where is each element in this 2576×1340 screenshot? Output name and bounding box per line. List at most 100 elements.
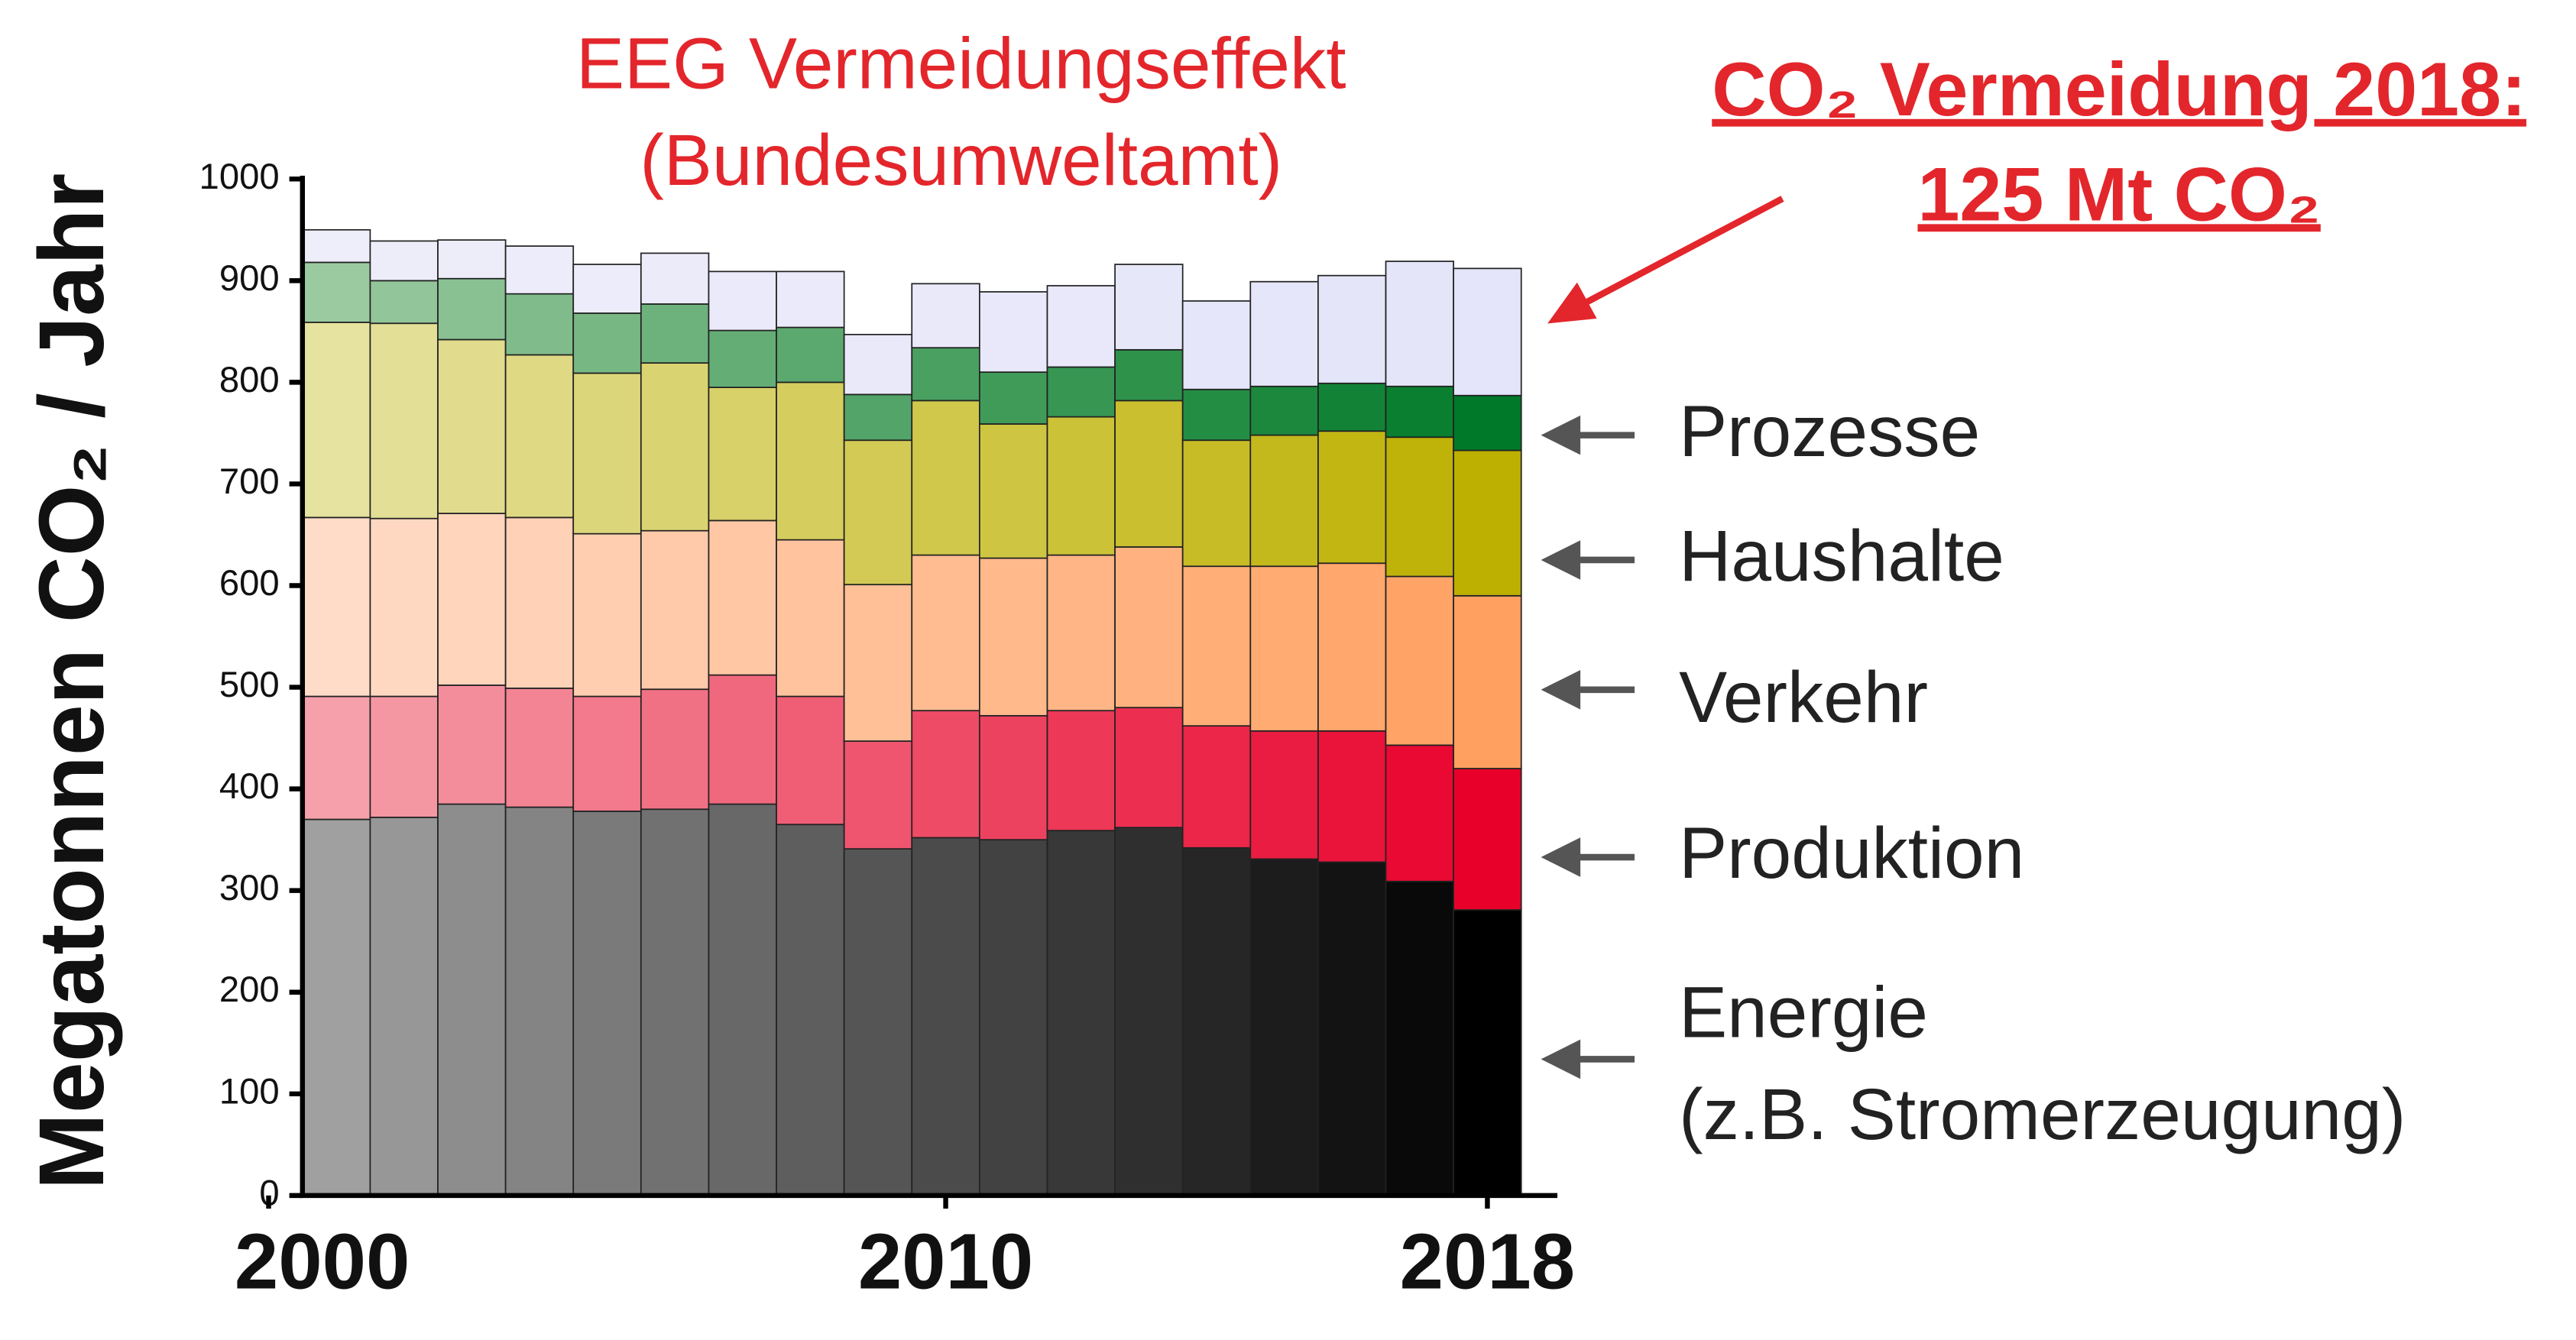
bar-segment [1249, 858, 1319, 1196]
y-tick-label: 900 [219, 258, 280, 299]
bar-segment [1181, 388, 1252, 442]
y-tick-label: 1000 [199, 157, 280, 197]
bar-segment [1453, 594, 1522, 769]
bar-segment [843, 439, 913, 586]
legend-label: Energie [1679, 973, 1928, 1054]
bar-segment [1114, 707, 1184, 829]
bar-segment [1453, 394, 1522, 452]
bar-segment [843, 334, 913, 396]
bar-segment [843, 393, 913, 442]
bar-segment [843, 848, 913, 1196]
bar-segment [708, 329, 777, 388]
bar-segment [979, 291, 1048, 373]
bar-segment [1385, 744, 1454, 882]
bar-segment [708, 270, 777, 332]
bar-segment [911, 283, 980, 349]
bar-segment [640, 252, 710, 305]
bar-segment [369, 817, 439, 1196]
bar-segment [911, 347, 980, 402]
bar-segment [640, 688, 710, 811]
bar-segment [708, 387, 777, 522]
label-arrows [1541, 415, 1635, 1079]
bar-segment [369, 695, 439, 818]
y-tick-label: 700 [219, 461, 280, 502]
y-tick-label: 200 [219, 969, 280, 1010]
bar-segment [776, 270, 845, 329]
bar-segment [1181, 846, 1252, 1196]
bar-segment [301, 516, 371, 698]
bar-segment [504, 245, 575, 295]
legend-label: Prozesse [1679, 391, 1980, 472]
bar-segment [504, 293, 575, 356]
bar-segment [1181, 725, 1252, 849]
bar-segment [1453, 267, 1522, 396]
annotation: CO₂ Vermeidung 2018: [1712, 47, 2526, 131]
annotation: 125 Mt CO₂ [1917, 151, 2320, 236]
bar-segment [979, 371, 1048, 425]
bar-segment [1181, 439, 1252, 568]
bar-segment [1385, 261, 1454, 387]
bar-segment [1249, 280, 1319, 387]
bar-segment [1114, 264, 1184, 351]
bar-segment [1046, 285, 1116, 368]
bar-segment [1046, 830, 1116, 1196]
y-tick-label: 300 [219, 868, 280, 908]
bar-segment [1317, 274, 1387, 384]
legend-label: Verkehr [1679, 657, 1928, 738]
bar-segment [572, 264, 642, 314]
bar-segment [776, 381, 845, 541]
chart-subtitle: (Bundesumweltamt) [640, 120, 1282, 201]
bar-segment [1385, 575, 1454, 746]
bar-segment [1385, 436, 1454, 578]
annotation-arrowhead [1547, 282, 1597, 324]
y-tick-label: 500 [219, 665, 280, 705]
bar-segment [504, 516, 575, 689]
bar-segment [776, 695, 845, 826]
bar-segment [572, 532, 642, 698]
bar-segment [301, 228, 371, 264]
bar-segment [1114, 827, 1184, 1196]
bar-segment [1181, 300, 1252, 390]
x-tick-label: 2010 [858, 1218, 1033, 1306]
bar-segment [369, 322, 439, 519]
bar-segment [504, 354, 575, 519]
bar-segment [1114, 400, 1184, 548]
bar-segment [1385, 385, 1454, 439]
legend-label: Produktion [1679, 813, 2024, 894]
bar-segment [911, 710, 980, 839]
legend-note: (z.B. Stromerzeugung) [1679, 1074, 2406, 1155]
bar-segment [1317, 562, 1387, 732]
bar-segment [1181, 565, 1252, 727]
bar-segment [708, 803, 777, 1196]
x-tick-label: 2000 [235, 1218, 410, 1306]
bar-segment [708, 519, 777, 676]
y-tick-label: 100 [219, 1071, 280, 1112]
bar-segment [911, 400, 980, 556]
bar-segment [1046, 416, 1116, 556]
bar-segment [776, 326, 845, 384]
y-tick-label: 800 [219, 360, 280, 400]
bar-segment [1453, 768, 1522, 911]
bar-segment [1317, 730, 1387, 863]
bar-segment [1317, 382, 1387, 432]
bar-segment [979, 557, 1048, 717]
bar-segment [1385, 880, 1454, 1196]
annotation-arrow [1579, 196, 1784, 309]
y-axis-label: Megatonnen CO₂ / Jahr [20, 173, 123, 1190]
bar-segment [911, 837, 980, 1196]
bar-segment [572, 312, 642, 374]
bar-segment [437, 513, 507, 686]
bar-segment [1249, 565, 1319, 732]
y-tick-label: 600 [219, 563, 280, 604]
bar-segment [1317, 861, 1387, 1196]
bar-segment [1046, 710, 1116, 832]
bar-segment [1249, 730, 1319, 860]
bar-segment [301, 695, 371, 821]
bar-segment [979, 714, 1048, 841]
bar-segment [776, 539, 845, 698]
y-tick-label: 400 [219, 766, 280, 807]
bar-segment [979, 423, 1048, 559]
bar-segment [504, 806, 575, 1196]
bar-segment [301, 322, 371, 519]
